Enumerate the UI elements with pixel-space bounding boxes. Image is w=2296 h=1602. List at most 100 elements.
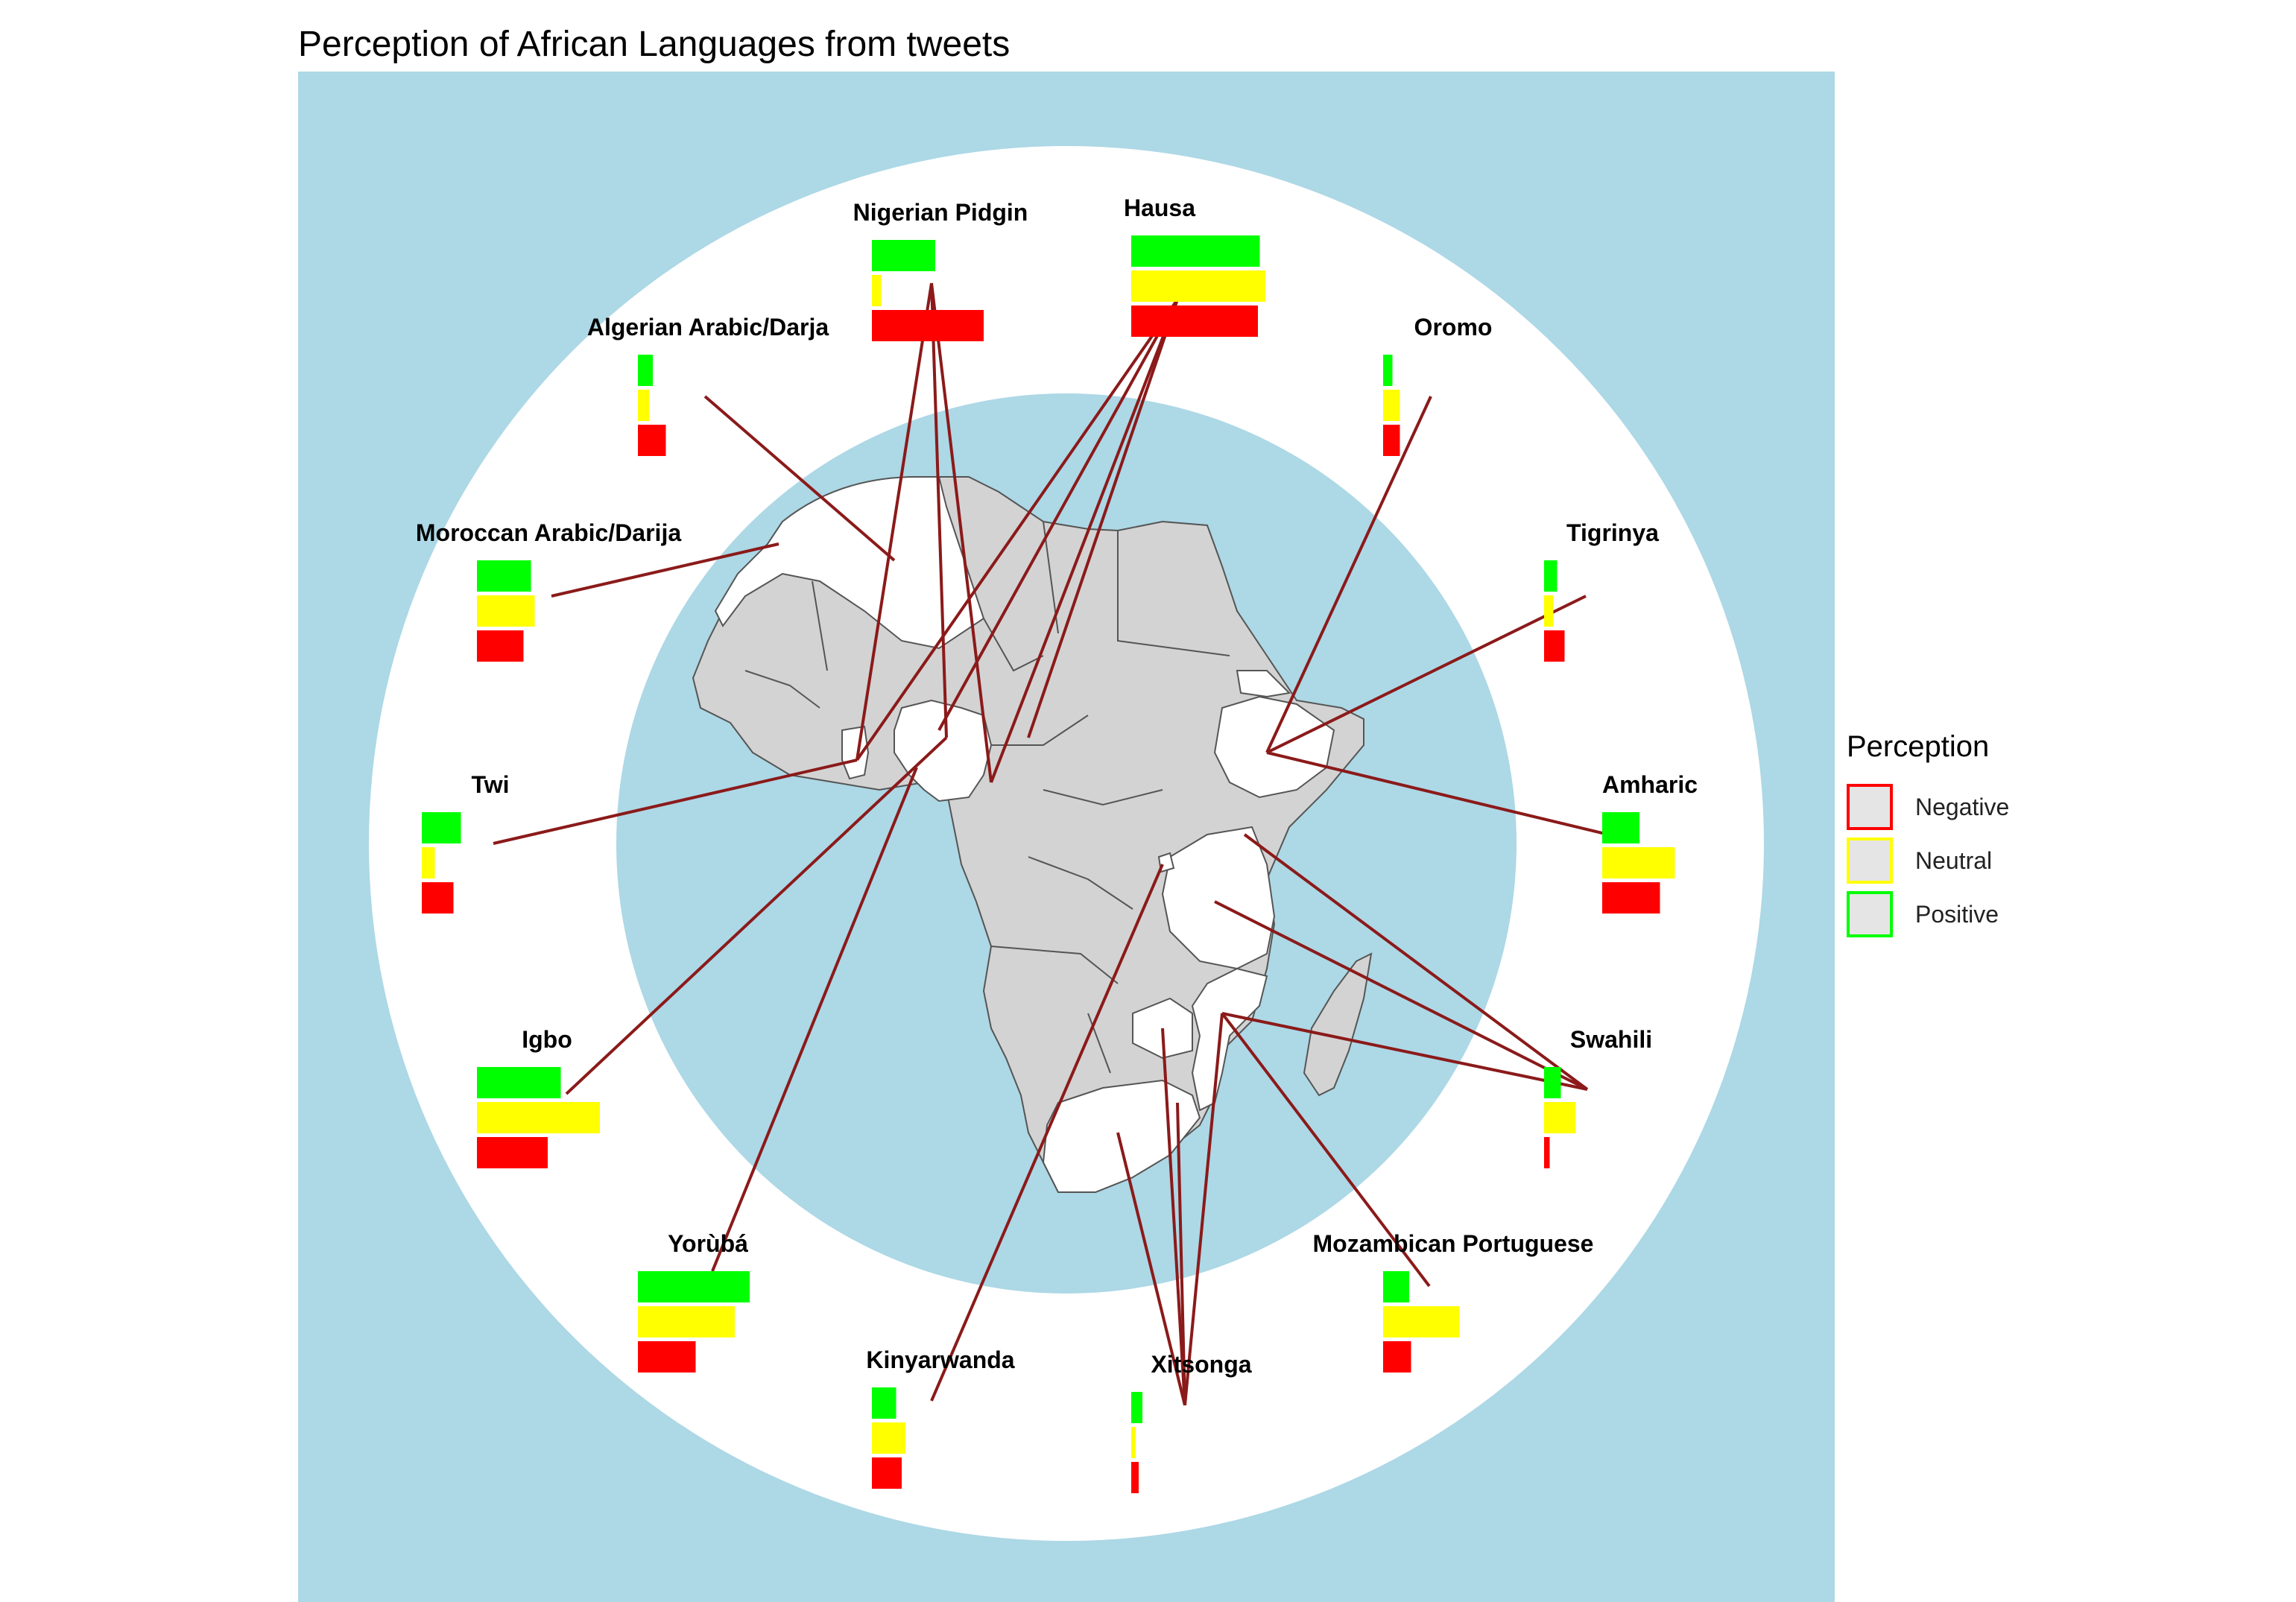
bar-moroccan-arabic-darija-neutral bbox=[477, 595, 535, 627]
bar-igbo-positive bbox=[477, 1067, 561, 1098]
country-ethiopia bbox=[1213, 695, 1335, 799]
connector-xitsonga-1 bbox=[1161, 1028, 1186, 1406]
legend-label-neutral: Neutral bbox=[1915, 846, 1993, 874]
connector-hausa-1 bbox=[937, 299, 1179, 731]
africa-map bbox=[692, 476, 1373, 1193]
legend: Perception Negative Neutral Positive bbox=[1847, 730, 2009, 941]
connector-xitsonga-0 bbox=[1116, 1132, 1186, 1406]
bar-kinyarwanda-positive bbox=[872, 1387, 896, 1419]
label-oromo: Oromo bbox=[1414, 314, 1493, 341]
connector-swahili-1 bbox=[1214, 900, 1588, 1091]
madagascar bbox=[1303, 952, 1373, 1097]
bar-mozambican-portuguese-positive bbox=[1383, 1271, 1409, 1302]
bar-yor-b--positive bbox=[638, 1271, 750, 1302]
legend-label-positive: Positive bbox=[1915, 900, 1999, 928]
label-mozambican-portuguese: Mozambican Portuguese bbox=[1313, 1230, 1594, 1257]
connector-tigrinya-0 bbox=[1266, 595, 1587, 754]
bar-xitsonga-neutral bbox=[1131, 1427, 1136, 1458]
label-algerian-arabic-darja: Algerian Arabic/Darja bbox=[587, 314, 829, 341]
legend-key-neutral bbox=[1847, 838, 1893, 884]
bar-xitsonga-positive bbox=[1131, 1392, 1142, 1423]
connector-kinyarwanda-0 bbox=[930, 864, 1164, 1402]
bar-mozambican-portuguese-negative bbox=[1383, 1341, 1411, 1373]
connector-swahili-2 bbox=[1221, 1012, 1588, 1091]
bar-mozambican-portuguese-neutral bbox=[1383, 1306, 1460, 1337]
bar-moroccan-arabic-darija-positive bbox=[477, 560, 531, 592]
connector-oromo-0 bbox=[1265, 396, 1432, 753]
label-xitsonga: Xitsonga bbox=[1151, 1351, 1251, 1378]
connector-xitsonga-2 bbox=[1176, 1102, 1186, 1406]
label-amharic: Amharic bbox=[1602, 771, 1698, 798]
bar-oromo-negative bbox=[1383, 425, 1400, 456]
connector-twi-0 bbox=[493, 759, 858, 845]
bar-algerian-arabic-darja-neutral bbox=[638, 390, 649, 421]
country-nigeria bbox=[894, 699, 993, 802]
language-labels: Nigerian Pidgin Hausa Algerian Arabic/Darj… bbox=[416, 194, 1698, 1378]
bar-igbo-negative bbox=[477, 1137, 548, 1168]
bar-kinyarwanda-negative bbox=[872, 1457, 902, 1489]
label-twi: Twi bbox=[472, 771, 510, 798]
label-moroccan-arabic-darija: Moroccan Arabic/Darija bbox=[416, 519, 681, 546]
legend-label-negative: Negative bbox=[1915, 793, 2010, 820]
connector-yor-b--0 bbox=[711, 767, 918, 1272]
connector-igbo-0 bbox=[565, 736, 948, 1095]
connector-swahili-0 bbox=[1243, 833, 1589, 1091]
bar-yor-b--negative bbox=[638, 1341, 696, 1373]
connector-hausa-0 bbox=[856, 298, 1179, 762]
country-algeria-morocco bbox=[714, 476, 985, 650]
country-ghana bbox=[841, 725, 870, 780]
connector-hausa-3 bbox=[1027, 299, 1179, 738]
bar-algerian-arabic-darja-positive bbox=[638, 355, 653, 386]
connector-mozambican-portuguese-0 bbox=[1221, 1012, 1431, 1288]
bar-swahili-positive bbox=[1544, 1067, 1561, 1098]
bar-igbo-neutral bbox=[477, 1102, 600, 1133]
connector-nigerian-pidgin-0 bbox=[856, 282, 933, 761]
bar-groups bbox=[422, 235, 1675, 1493]
label-kinyarwanda: Kinyarwanda bbox=[866, 1346, 1014, 1373]
connector-nigerian-pidgin-2 bbox=[930, 282, 993, 783]
bar-twi-negative bbox=[422, 882, 454, 914]
label-hausa: Hausa bbox=[1124, 194, 1195, 221]
bar-algerian-arabic-darja-negative bbox=[638, 425, 666, 456]
country-eritrea bbox=[1236, 670, 1291, 698]
bar-hausa-negative bbox=[1131, 305, 1258, 337]
bar-hausa-positive bbox=[1131, 235, 1260, 267]
bar-amharic-neutral bbox=[1602, 847, 1675, 878]
bar-oromo-positive bbox=[1383, 355, 1393, 386]
bar-twi-positive bbox=[422, 812, 461, 843]
bar-tigrinya-neutral bbox=[1544, 595, 1554, 627]
bar-nigerian-pidgin-positive bbox=[872, 240, 935, 271]
country-mozambique bbox=[1191, 967, 1268, 1112]
legend-key-negative bbox=[1847, 784, 1893, 830]
connector-nigerian-pidgin-1 bbox=[930, 282, 948, 738]
bar-xitsonga-negative bbox=[1131, 1462, 1139, 1493]
bar-yor-b--neutral bbox=[638, 1306, 735, 1337]
bar-hausa-neutral bbox=[1131, 270, 1265, 302]
bar-tigrinya-negative bbox=[1544, 630, 1565, 662]
label-tigrinya: Tigrinya bbox=[1566, 519, 1659, 546]
bar-swahili-neutral bbox=[1544, 1102, 1576, 1133]
bar-swahili-negative bbox=[1544, 1137, 1550, 1168]
bar-nigerian-pidgin-negative bbox=[872, 310, 984, 341]
legend-item-negative: Negative bbox=[1847, 780, 2009, 834]
bar-tigrinya-positive bbox=[1544, 560, 1557, 592]
bar-twi-neutral bbox=[422, 847, 435, 878]
connector-moroccan-arabic-darija-0 bbox=[551, 542, 779, 598]
label-nigerian-pidgin: Nigerian Pidgin bbox=[853, 199, 1028, 226]
connector-xitsonga-3 bbox=[1183, 1013, 1224, 1406]
label-swahili: Swahili bbox=[1570, 1026, 1652, 1053]
legend-title: Perception bbox=[1847, 730, 1990, 763]
country-south-africa bbox=[1042, 1079, 1201, 1193]
label-igbo: Igbo bbox=[522, 1026, 572, 1053]
chart-title: Perception of African Languages from twe… bbox=[298, 25, 1011, 64]
country-kenya-tanzania bbox=[1161, 826, 1276, 970]
bar-amharic-negative bbox=[1602, 882, 1660, 914]
bar-oromo-neutral bbox=[1383, 390, 1400, 421]
connector-amharic-0 bbox=[1266, 751, 1640, 843]
label-yor-b-: Yorùbá bbox=[668, 1230, 748, 1257]
bar-amharic-positive bbox=[1602, 812, 1639, 843]
connector-lines bbox=[493, 282, 1640, 1406]
bar-kinyarwanda-neutral bbox=[872, 1422, 905, 1454]
connector-hausa-2 bbox=[990, 299, 1179, 783]
